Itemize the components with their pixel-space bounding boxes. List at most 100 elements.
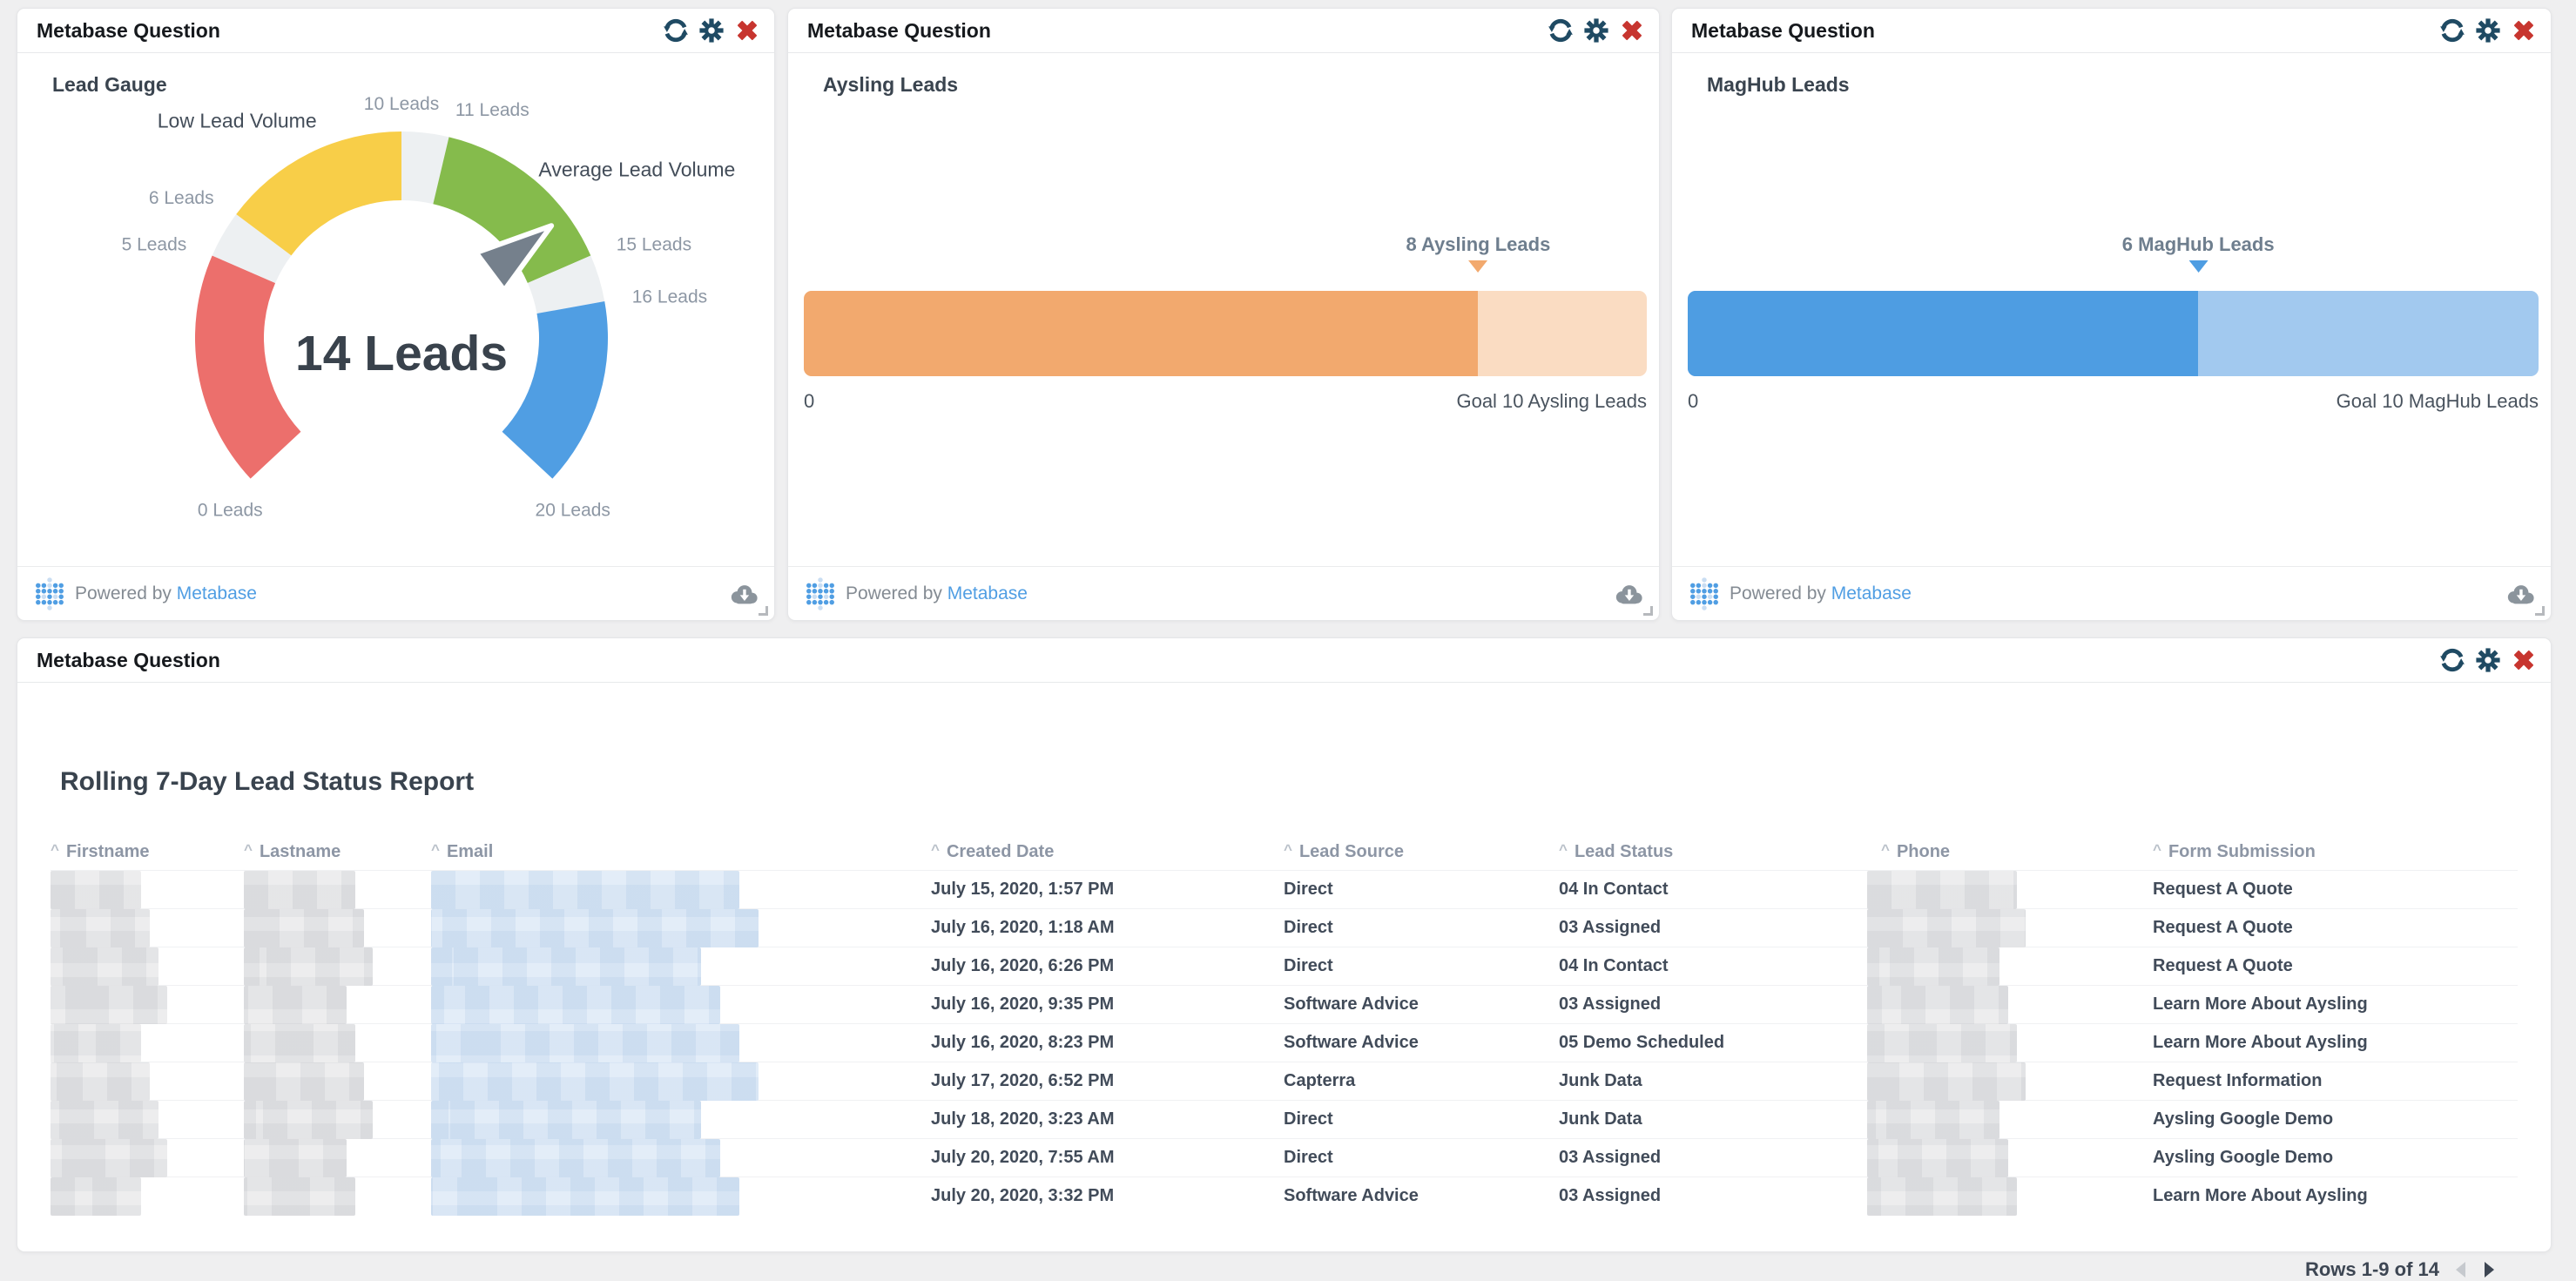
logo-dot: [47, 576, 52, 583]
logo-dot: [1696, 583, 1702, 588]
gauge-chart-area: Lead Gauge 0 Leads 5 Leads 6 Leads 10 Leads…: [17, 54, 774, 566]
column-header-lead-status[interactable]: ^ Lead Status: [1559, 833, 1881, 870]
column-header-phone[interactable]: ^ Phone: [1881, 833, 2153, 870]
table-cell: 03 Assigned: [1559, 985, 1881, 1023]
card-maghub-leads: Metabase Question MagHub Leads 6 MagHub …: [1671, 8, 2552, 621]
refresh-icon[interactable]: [2439, 647, 2465, 673]
table-cell: [431, 870, 931, 908]
axis-start-label: 0: [1688, 390, 1699, 412]
gear-icon[interactable]: [698, 17, 725, 44]
column-header-lead-source[interactable]: ^ Lead Source: [1284, 833, 1559, 870]
card-header-title: Metabase Question: [37, 648, 220, 671]
column-header-label: Created Date: [946, 841, 1055, 861]
logo-dot: [812, 583, 818, 588]
table-cell: Request A Quote: [2153, 947, 2518, 985]
metabase-link[interactable]: Metabase: [176, 583, 257, 603]
gauge-segment: [212, 214, 292, 283]
resize-handle[interactable]: [2535, 606, 2545, 616]
next-page-icon[interactable]: [2482, 1260, 2497, 1279]
column-header-created-date[interactable]: ^ Created Date: [931, 833, 1284, 870]
axis-goal-label: Goal 10 Aysling Leads: [1456, 390, 1647, 412]
close-icon[interactable]: [2511, 647, 2537, 673]
column-header-form-submission[interactable]: ^ Form Submission: [2153, 833, 2518, 870]
column-header-lastname[interactable]: ^ Lastname: [244, 833, 431, 870]
refresh-icon[interactable]: [1548, 17, 1574, 44]
sort-caret-icon: ^: [1881, 841, 1890, 858]
download-icon[interactable]: [1614, 583, 1643, 605]
logo-dot: [1696, 588, 1702, 594]
logo-dot: [1690, 599, 1696, 604]
resize-handle[interactable]: [1643, 606, 1653, 616]
progress-chart-area: Aysling Leads 8 Aysling Leads 0 Goal 10 …: [788, 54, 1659, 566]
powered-by-label: Powered by Metabase: [75, 583, 257, 603]
powered-by-label: Powered by Metabase: [1730, 583, 1912, 603]
close-icon[interactable]: [734, 17, 760, 44]
logo-dot: [1690, 583, 1696, 588]
card-header-actions: [1548, 17, 1645, 44]
marker-arrow-icon: [2188, 260, 2208, 273]
redacted-value: [431, 1101, 701, 1139]
logo-dot: [818, 599, 823, 604]
download-icon[interactable]: [729, 583, 759, 605]
table-cell: Direct: [1284, 947, 1559, 985]
redacted-value: [1867, 909, 2026, 947]
report-title: Rolling 7-Day Lead Status Report: [60, 767, 475, 796]
logo-dot: [58, 588, 64, 594]
table-row: July 15, 2020, 1:57 PM Direct 04 In Contac…: [51, 870, 2518, 908]
column-header-firstname[interactable]: ^ Firstname: [51, 833, 244, 870]
gear-icon[interactable]: [2475, 17, 2501, 44]
table-row: July 16, 2020, 1:18 AM Direct 03 Assigned R…: [51, 908, 2518, 947]
refresh-icon[interactable]: [2439, 17, 2465, 44]
resize-handle[interactable]: [759, 606, 768, 616]
sort-caret-icon: ^: [51, 841, 59, 858]
card-header: Metabase Question: [1672, 9, 2551, 53]
download-icon[interactable]: [2505, 583, 2535, 605]
gauge-segment: [433, 137, 591, 283]
table-cell: Software Advice: [1284, 1176, 1559, 1215]
table-cell: Capterra: [1284, 1062, 1559, 1100]
gauge-segment: [194, 255, 301, 479]
table-cell: 03 Assigned: [1559, 1176, 1881, 1215]
gauge-band-label: Average Lead Volume: [538, 158, 735, 180]
table-cell: Request A Quote: [2153, 908, 2518, 947]
sort-caret-icon: ^: [1559, 841, 1568, 858]
lead-status-table: ^ Firstname ^ Lastname ^ Email ^ Created Date ^ L…: [51, 833, 2518, 1216]
column-header-label: Lastname: [259, 841, 341, 861]
sort-caret-icon: ^: [431, 841, 440, 858]
table-cell: [51, 870, 244, 908]
column-header-email[interactable]: ^ Email: [431, 833, 931, 870]
gear-icon[interactable]: [2475, 647, 2501, 673]
close-icon[interactable]: [1619, 17, 1645, 44]
logo-dot: [52, 583, 58, 588]
prev-page-icon[interactable]: [2453, 1260, 2468, 1279]
gear-icon[interactable]: [1583, 17, 1609, 44]
table-cell: [1881, 1023, 2153, 1062]
table-cell: Direct: [1284, 1138, 1559, 1176]
logo-dot: [36, 583, 41, 588]
table-row: July 16, 2020, 6:26 PM Direct 04 In Contac…: [51, 947, 2518, 985]
redacted-value: [51, 871, 141, 909]
table-cell: July 15, 2020, 1:57 PM: [931, 870, 1284, 908]
redacted-value: [244, 1062, 364, 1101]
logo-dot: [812, 599, 818, 604]
logo-dot: [812, 588, 818, 594]
close-icon[interactable]: [2511, 17, 2537, 44]
gauge-tick-label: 16 Leads: [632, 287, 707, 307]
table-cell: [51, 908, 244, 947]
refresh-icon[interactable]: [663, 17, 689, 44]
card-aysling-leads: Metabase Question Aysling Leads 8 Ayslin…: [787, 8, 1660, 621]
table-cell: Aysling Google Demo: [2153, 1100, 2518, 1138]
pagination: Rows 1-9 of 14: [2305, 1258, 2497, 1281]
redacted-value: [244, 1101, 373, 1139]
table-row: July 20, 2020, 3:32 PM Software Advice 03 …: [51, 1176, 2518, 1215]
table-cell: [1881, 1176, 2153, 1215]
table-cell: 04 In Contact: [1559, 870, 1881, 908]
logo-dot: [1702, 593, 1707, 599]
progress-axis: 0 Goal 10 MagHub Leads: [1688, 390, 2539, 413]
table-row: July 16, 2020, 8:23 PM Software Advice 05 …: [51, 1023, 2518, 1062]
redacted-value: [431, 871, 739, 909]
logo-dot: [1690, 588, 1696, 594]
metabase-link[interactable]: Metabase: [947, 583, 1028, 603]
logo-dot: [1713, 593, 1718, 599]
metabase-link[interactable]: Metabase: [1831, 583, 1912, 603]
